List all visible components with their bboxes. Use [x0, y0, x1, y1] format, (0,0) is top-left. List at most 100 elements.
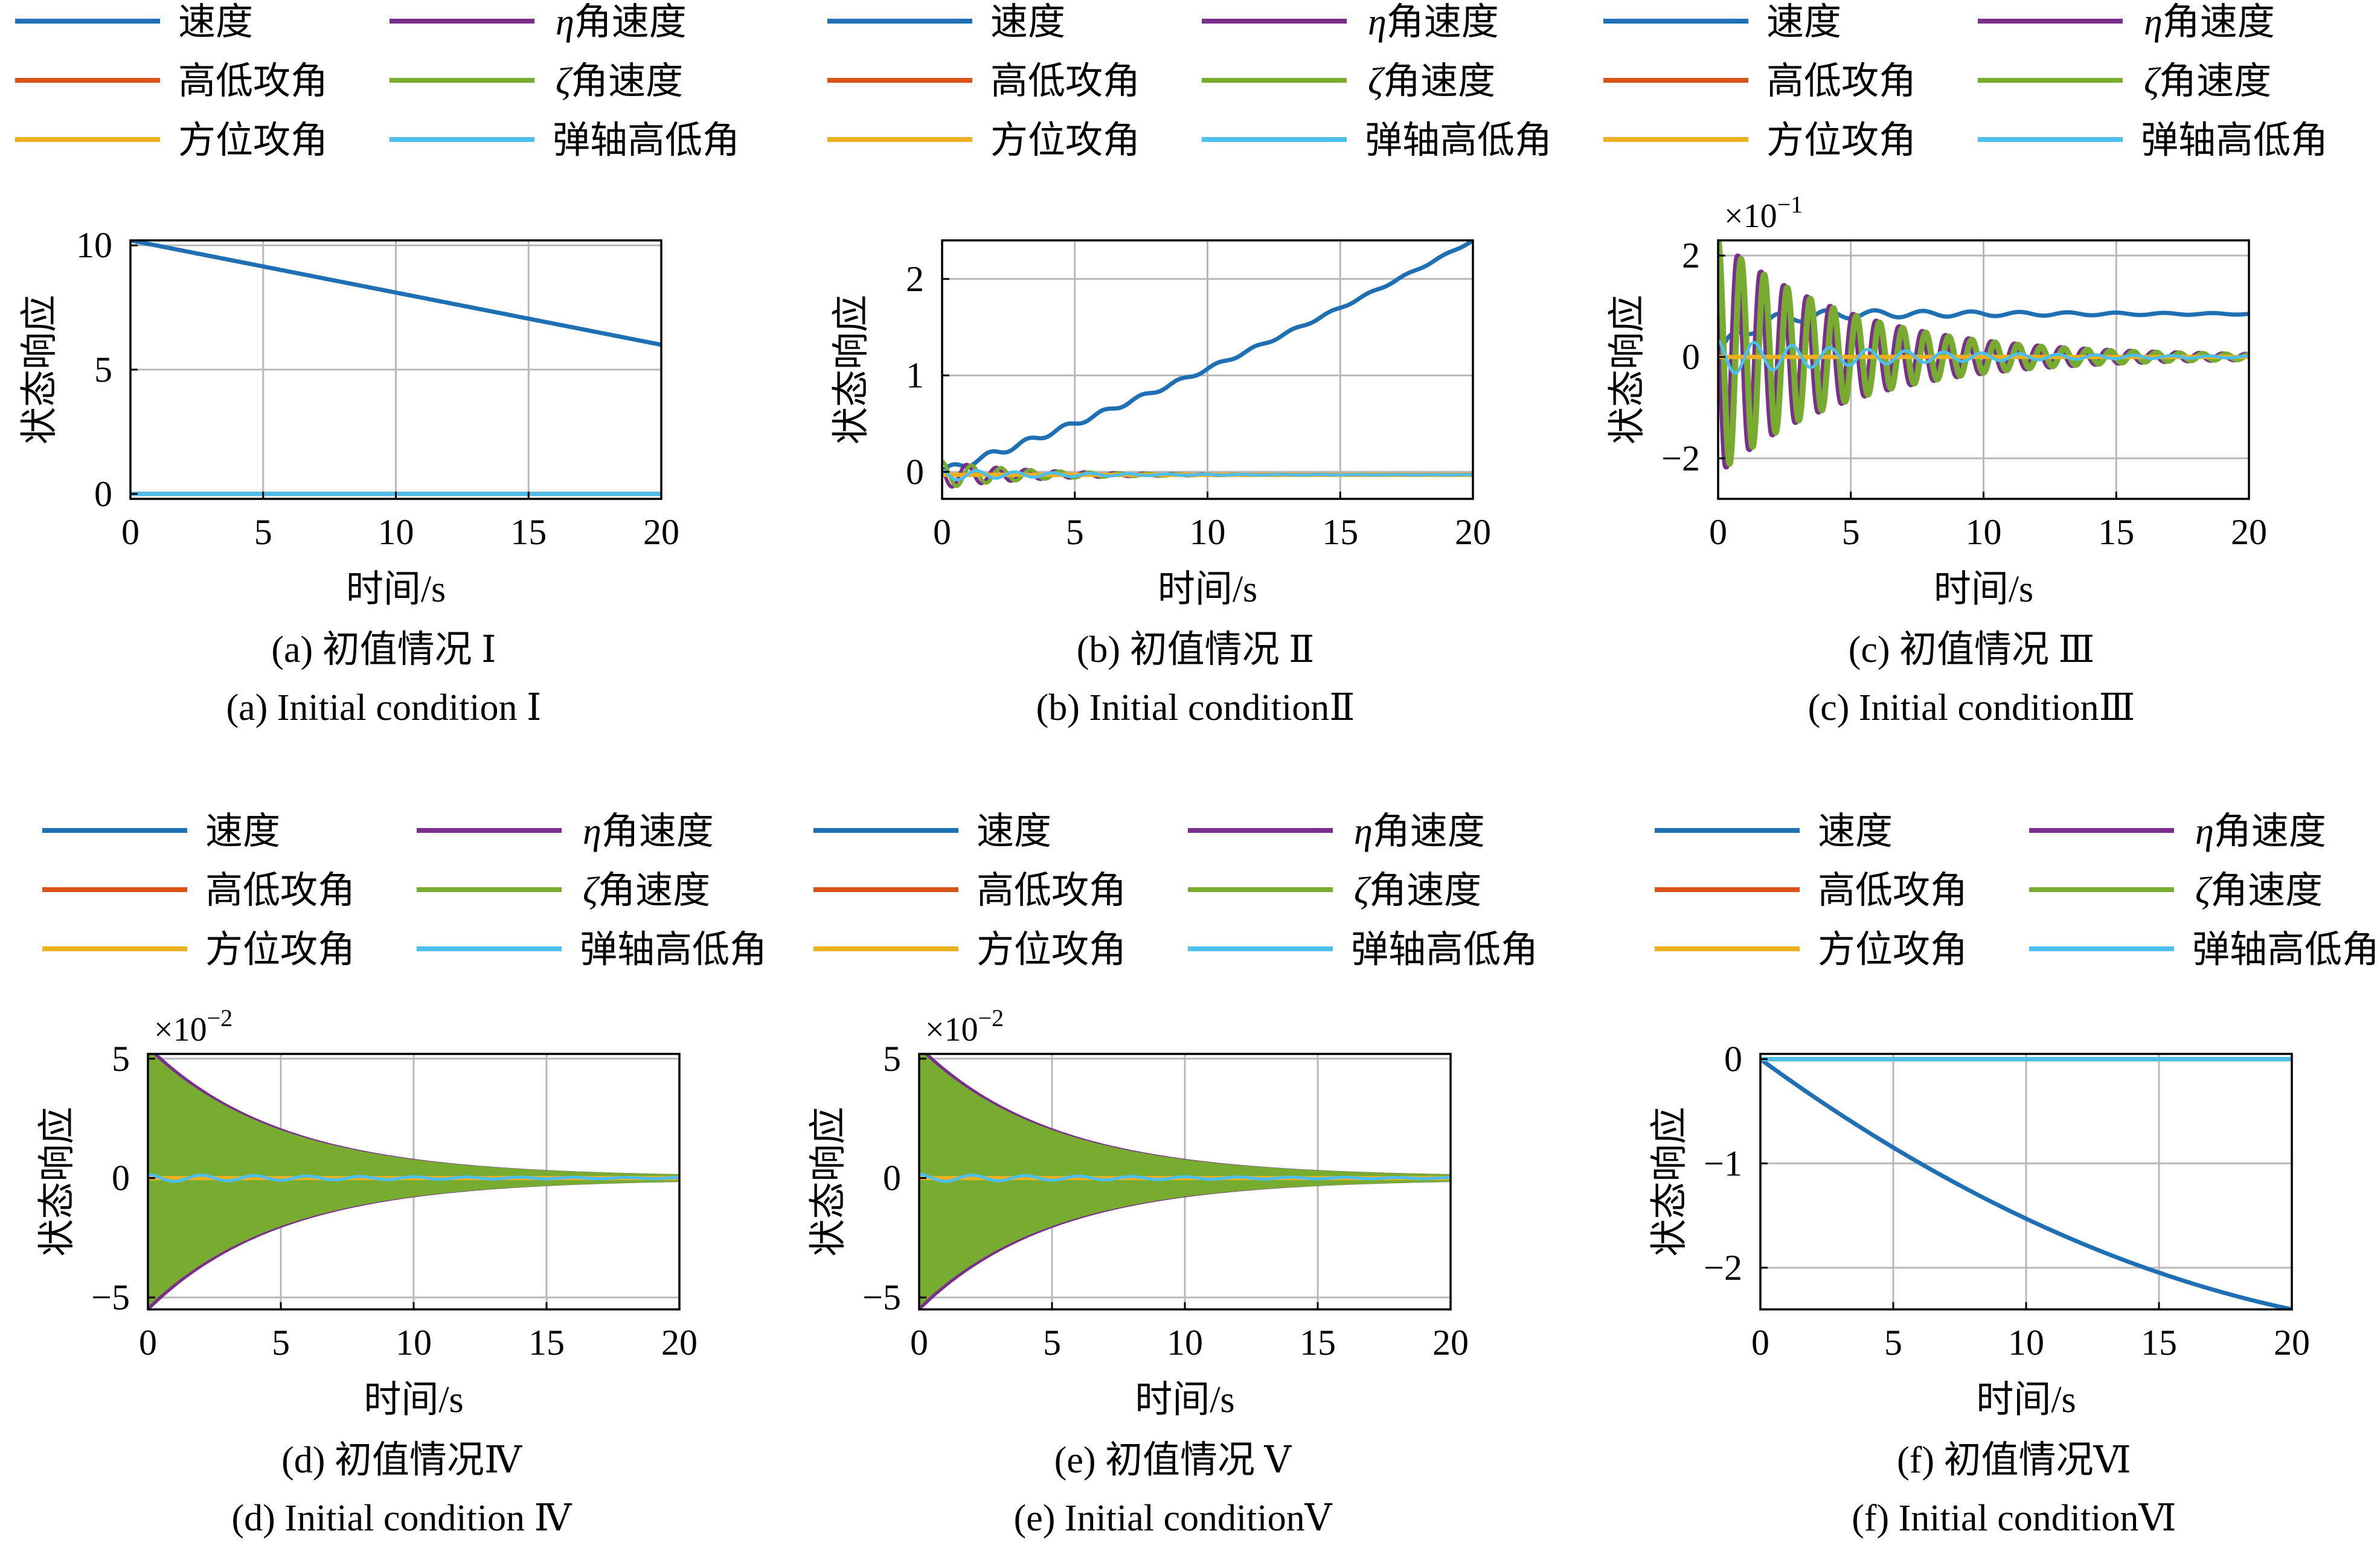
y-tick-label: 0: [906, 452, 924, 492]
legend-label: 高低攻角: [977, 870, 1126, 911]
y-tick-label: 2: [1682, 236, 1700, 275]
x-axis-label: 时间/s: [1976, 1379, 2076, 1421]
legend-label: 速度: [178, 2, 253, 43]
legend-label: ζ角速度: [583, 870, 710, 911]
axes: 0 5 10 15 20 0 1 2 时间/s 状态响应: [831, 259, 1491, 610]
y-tick-label: 0: [112, 1158, 130, 1198]
x-tick-label: 5: [1066, 512, 1084, 552]
x-tick-label: 10: [1167, 1323, 1203, 1363]
x-tick-label: 0: [1751, 1323, 1769, 1363]
axes: 0 5 10 15 20 0 5 10 时间/s 状态响应: [19, 225, 679, 610]
x-tick-label: 20: [2231, 512, 2267, 552]
series-line-5: [942, 468, 1473, 481]
x-tick-label: 10: [1966, 512, 2002, 552]
caption-cn: (b) 初值情况 Ⅱ: [1077, 629, 1314, 670]
gridlines: [1759, 1054, 2293, 1309]
plot-area: [148, 1054, 679, 1309]
x-tick-label: 10: [396, 1323, 432, 1363]
legend-label: 高低攻角: [1818, 870, 1968, 911]
series-line-0: [942, 240, 1473, 474]
legend-label: η角速度: [583, 811, 714, 852]
legend-label: 速度: [205, 811, 280, 852]
x-tick-label: 20: [2274, 1323, 2310, 1363]
legend-label: 高低攻角: [990, 61, 1140, 102]
x-tick-label: 15: [1300, 1323, 1336, 1363]
legend-label: 方位攻角: [178, 120, 328, 161]
x-tick-label: 5: [1884, 1323, 1902, 1363]
x-tick-label: 10: [1190, 512, 1226, 552]
x-tick-label: 15: [528, 1323, 565, 1363]
y-tick-label: 5: [112, 1039, 130, 1079]
caption-en: (e) Initial conditionⅤ: [1014, 1498, 1333, 1539]
legend-label: η角速度: [1368, 2, 1499, 43]
x-tick-label: 20: [661, 1323, 698, 1363]
x-tick-label: 20: [643, 512, 679, 552]
x-tick-label: 0: [910, 1323, 928, 1363]
x-tick-label: 10: [378, 512, 414, 552]
plot-area: [919, 1054, 1451, 1309]
legend-label: 弹轴高低角: [2192, 930, 2379, 971]
legend-label: η角速度: [1354, 811, 1485, 852]
legend-label: 方位攻角: [990, 120, 1140, 161]
x-axis-label: 时间/s: [1135, 1379, 1234, 1421]
x-axis-label: 时间/s: [364, 1379, 463, 1421]
legend-label: 弹轴高低角: [553, 120, 740, 161]
legend-label: 弹轴高低角: [580, 930, 767, 971]
y-exponent: ×10−2: [925, 1004, 1004, 1048]
y-axis-label: 状态响应: [1607, 295, 1648, 445]
caption-cn: (a) 初值情况 Ⅰ: [271, 629, 496, 670]
plot-area: [1718, 240, 2249, 470]
y-axis-label: 状态响应: [37, 1106, 78, 1256]
y-tick-label: −1: [1704, 1143, 1742, 1183]
plot-area: [942, 240, 1473, 489]
x-tick-label: 0: [139, 1323, 157, 1363]
gridlines: [129, 240, 662, 499]
x-tick-label: 15: [2141, 1323, 2177, 1363]
x-tick-label: 5: [272, 1323, 290, 1363]
legend-label: η角速度: [2195, 811, 2326, 852]
caption-cn: (c) 初值情况 Ⅲ: [1849, 629, 2095, 670]
legend-label: ζ角速度: [556, 61, 683, 102]
y-exponent: ×10−1: [1724, 191, 1803, 235]
x-axis-label: 时间/s: [1934, 569, 2033, 610]
y-tick-label: −5: [862, 1277, 901, 1317]
legend-label: 高低攻角: [1766, 61, 1916, 102]
y-tick-label: −2: [1704, 1248, 1742, 1288]
y-tick-label: 5: [883, 1039, 901, 1079]
caption-en: (a) Initial condition Ⅰ: [226, 687, 541, 728]
x-tick-label: 15: [1322, 512, 1358, 552]
caption-en: (d) Initial condition Ⅳ: [232, 1498, 573, 1539]
legend-label: 速度: [990, 2, 1065, 43]
x-tick-label: 5: [254, 512, 272, 552]
y-tick-label: 1: [906, 356, 924, 396]
legend-label: η角速度: [2144, 2, 2275, 43]
series-line-0: [130, 240, 661, 347]
y-exponent: ×10−2: [154, 1004, 233, 1048]
caption-en: (f) Initial conditionⅥ: [1852, 1498, 2176, 1539]
y-tick-label: 0: [1682, 337, 1700, 377]
legend-label: 高低攻角: [178, 61, 328, 102]
y-tick-label: −5: [91, 1277, 130, 1317]
y-tick-label: 10: [76, 225, 112, 265]
y-axis-label: 状态响应: [1649, 1106, 1690, 1256]
x-tick-label: 15: [2098, 512, 2134, 552]
caption-cn: (f) 初值情况Ⅵ: [1897, 1440, 2131, 1481]
caption-en: (c) Initial conditionⅢ: [1808, 687, 2135, 728]
legend-label: 弹轴高低角: [2141, 120, 2328, 161]
x-tick-label: 15: [510, 512, 547, 552]
caption-en: (b) Initial conditionⅡ: [1036, 687, 1355, 728]
x-tick-label: 10: [2008, 1323, 2044, 1363]
plot-area: [1760, 1057, 2292, 1309]
y-tick-label: −2: [1661, 438, 1700, 478]
y-axis-label: 状态响应: [19, 295, 60, 445]
